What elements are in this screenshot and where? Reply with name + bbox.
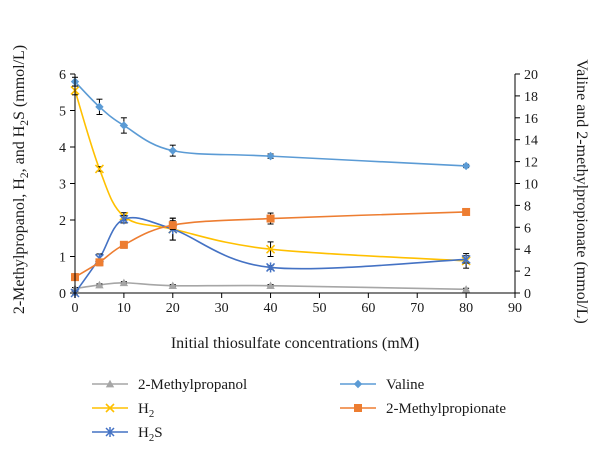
left-y-axis-title-part: , and H: [11, 125, 28, 172]
legend-item: 2-Methylpropionate: [340, 401, 506, 417]
data-point: [461, 161, 471, 171]
x-tick-label: 90: [508, 301, 522, 316]
legend-item: Valine: [340, 377, 425, 393]
legend-label-part: 2: [149, 408, 154, 420]
x-tick-label: 0: [72, 301, 79, 316]
legend-label-part: 2: [149, 432, 154, 444]
data-point: [168, 221, 177, 230]
left-y-axis-title-part: 2: [19, 120, 31, 126]
right-y-tick-label: 4: [524, 243, 531, 258]
right-y-tick-label: 16: [524, 112, 538, 127]
data-point: [119, 214, 129, 225]
x-tick-label: 40: [264, 301, 278, 316]
legend-label-part: 2-Methylpropionate: [386, 401, 506, 417]
data-point: [119, 278, 129, 287]
series-valine: [70, 76, 471, 171]
data-point-stroke: [265, 244, 276, 254]
legend-label: H2S: [138, 425, 163, 444]
right-y-tick-label: 20: [524, 68, 538, 83]
series-line: [74, 90, 467, 262]
legend-label: Valine: [386, 377, 425, 393]
legend-marker-stroke: [105, 403, 115, 413]
legend-marker: [105, 379, 115, 388]
data-point-stroke: [94, 164, 105, 174]
legend-marker: [354, 404, 362, 412]
data-point: [265, 244, 276, 254]
data-point: [266, 281, 275, 290]
x-tick-label: 30: [215, 301, 229, 316]
legend-label-part: H: [138, 425, 149, 441]
data-point: [95, 280, 104, 289]
legend-item: H2S: [92, 425, 163, 444]
right-y-tick-label: 0: [524, 287, 531, 302]
legend-item: H2: [92, 401, 154, 420]
data-point: [462, 207, 471, 216]
data-point: [95, 258, 104, 267]
left-y-axis-title-part: S (mmol/L): [11, 45, 28, 120]
legend-marker: [105, 427, 115, 437]
axes: 0 10 20 30 40 50 60 70 80 90012345602468101214161…: [59, 68, 538, 316]
left-y-axis-title-part: 2-Methylpropanol, H: [11, 178, 28, 314]
data-point: [119, 240, 128, 249]
x-tick-label: 80: [459, 301, 473, 316]
left-y-tick-label: 5: [59, 105, 66, 120]
axis-titles: Initial thiosulfate concentrations (mM) 2…: [11, 45, 590, 352]
left-y-tick-label: 1: [59, 251, 66, 266]
left-y-tick-label: 3: [59, 178, 66, 193]
data-point: [461, 285, 471, 293]
legend-marker: [105, 403, 115, 413]
x-axis-title: Initial thiosulfate concentrations (mM): [171, 335, 419, 352]
legend-label-part: 2-Methylpropanol: [138, 377, 247, 393]
data-point: [94, 164, 105, 174]
right-y-axis-title: Valine and 2-methylpropionate (mmol/L): [573, 59, 590, 323]
right-y-tick-label: 10: [524, 178, 538, 193]
left-y-tick-label: 4: [59, 141, 66, 156]
right-y-tick-label: 12: [524, 156, 538, 171]
x-tick-label: 10: [117, 301, 131, 316]
legend-label: 2-Methylpropionate: [386, 401, 506, 417]
data-point: [168, 281, 177, 290]
right-y-tick-label: 2: [524, 265, 531, 280]
legend-label-part: S: [154, 425, 162, 441]
left-y-axis-title-part: 2: [19, 172, 31, 178]
x-tick-label: 50: [312, 301, 326, 316]
legend-label: 2-Methylpropanol: [138, 377, 247, 393]
data-point: [95, 102, 104, 112]
plot-area: [70, 76, 471, 298]
data-point: [266, 214, 275, 223]
x-tick-label: 70: [410, 301, 424, 316]
legend-item: 2-Methylpropanol: [92, 377, 247, 393]
left-y-tick-label: 2: [59, 214, 66, 229]
right-y-tick-label: 18: [524, 90, 538, 105]
x-tick-label: 20: [166, 301, 180, 316]
data-point: [119, 121, 129, 130]
data-point: [168, 146, 177, 155]
x-tick-label: 60: [361, 301, 375, 316]
left-y-tick-label: 6: [59, 68, 66, 83]
legend-label: H2: [138, 401, 154, 420]
left-y-tick-label: 0: [59, 287, 66, 302]
right-y-tick-label: 8: [524, 199, 531, 214]
data-point: [266, 262, 276, 273]
series-2-methylpropanol: [70, 278, 471, 293]
legend-label-part: H: [138, 401, 149, 417]
right-y-tick-label: 14: [524, 134, 538, 149]
legend: 2-MethylpropanolH2H2SValine2-Methylpropi…: [92, 377, 506, 444]
right-y-tick-label: 6: [524, 221, 531, 236]
data-point: [266, 151, 275, 161]
legend-label-part: Valine: [386, 377, 425, 393]
legend-marker: [353, 379, 363, 389]
left-y-axis-title: 2-Methylpropanol, H2, and H2S (mmol/L): [11, 45, 31, 314]
data-point: [461, 254, 471, 265]
